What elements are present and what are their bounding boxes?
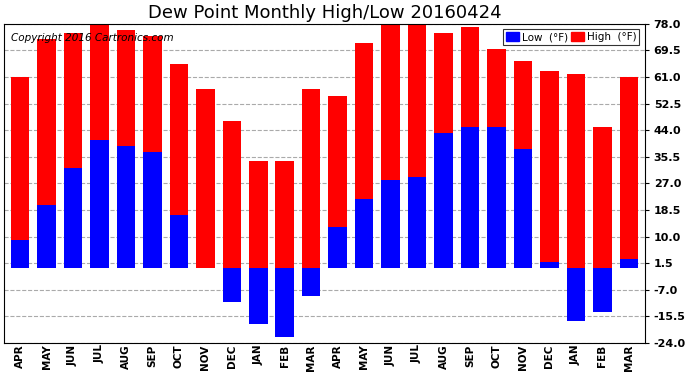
Bar: [328, 227, 347, 268]
Bar: [513, 61, 532, 268]
Bar: [566, 268, 585, 321]
Bar: [37, 205, 56, 268]
Bar: [382, 24, 400, 268]
Bar: [196, 90, 215, 268]
Bar: [408, 21, 426, 268]
Bar: [249, 162, 268, 268]
Bar: [355, 199, 373, 268]
Bar: [620, 77, 638, 268]
Bar: [143, 152, 161, 268]
Bar: [540, 70, 559, 268]
Bar: [37, 39, 56, 268]
Bar: [461, 27, 480, 268]
Bar: [11, 240, 29, 268]
Bar: [170, 64, 188, 268]
Bar: [461, 127, 480, 268]
Title: Dew Point Monthly High/Low 20160424: Dew Point Monthly High/Low 20160424: [148, 4, 501, 22]
Bar: [593, 127, 611, 268]
Bar: [90, 140, 109, 268]
Bar: [117, 146, 135, 268]
Bar: [63, 33, 82, 268]
Bar: [434, 133, 453, 268]
Bar: [275, 162, 294, 268]
Bar: [249, 268, 268, 324]
Bar: [593, 268, 611, 312]
Text: Copyright 2016 Cartronics.com: Copyright 2016 Cartronics.com: [10, 33, 173, 43]
Bar: [434, 33, 453, 268]
Bar: [222, 121, 241, 268]
Bar: [222, 268, 241, 302]
Bar: [487, 49, 506, 268]
Bar: [275, 268, 294, 337]
Legend: Low  (°F), High  (°F): Low (°F), High (°F): [503, 29, 640, 45]
Bar: [143, 36, 161, 268]
Bar: [487, 127, 506, 268]
Bar: [408, 177, 426, 268]
Bar: [540, 262, 559, 268]
Bar: [302, 268, 320, 296]
Bar: [566, 74, 585, 268]
Bar: [170, 215, 188, 268]
Bar: [90, 24, 109, 268]
Bar: [355, 42, 373, 268]
Bar: [63, 168, 82, 268]
Bar: [328, 96, 347, 268]
Bar: [620, 258, 638, 268]
Bar: [382, 180, 400, 268]
Bar: [513, 149, 532, 268]
Bar: [117, 30, 135, 268]
Bar: [302, 90, 320, 268]
Bar: [11, 77, 29, 268]
